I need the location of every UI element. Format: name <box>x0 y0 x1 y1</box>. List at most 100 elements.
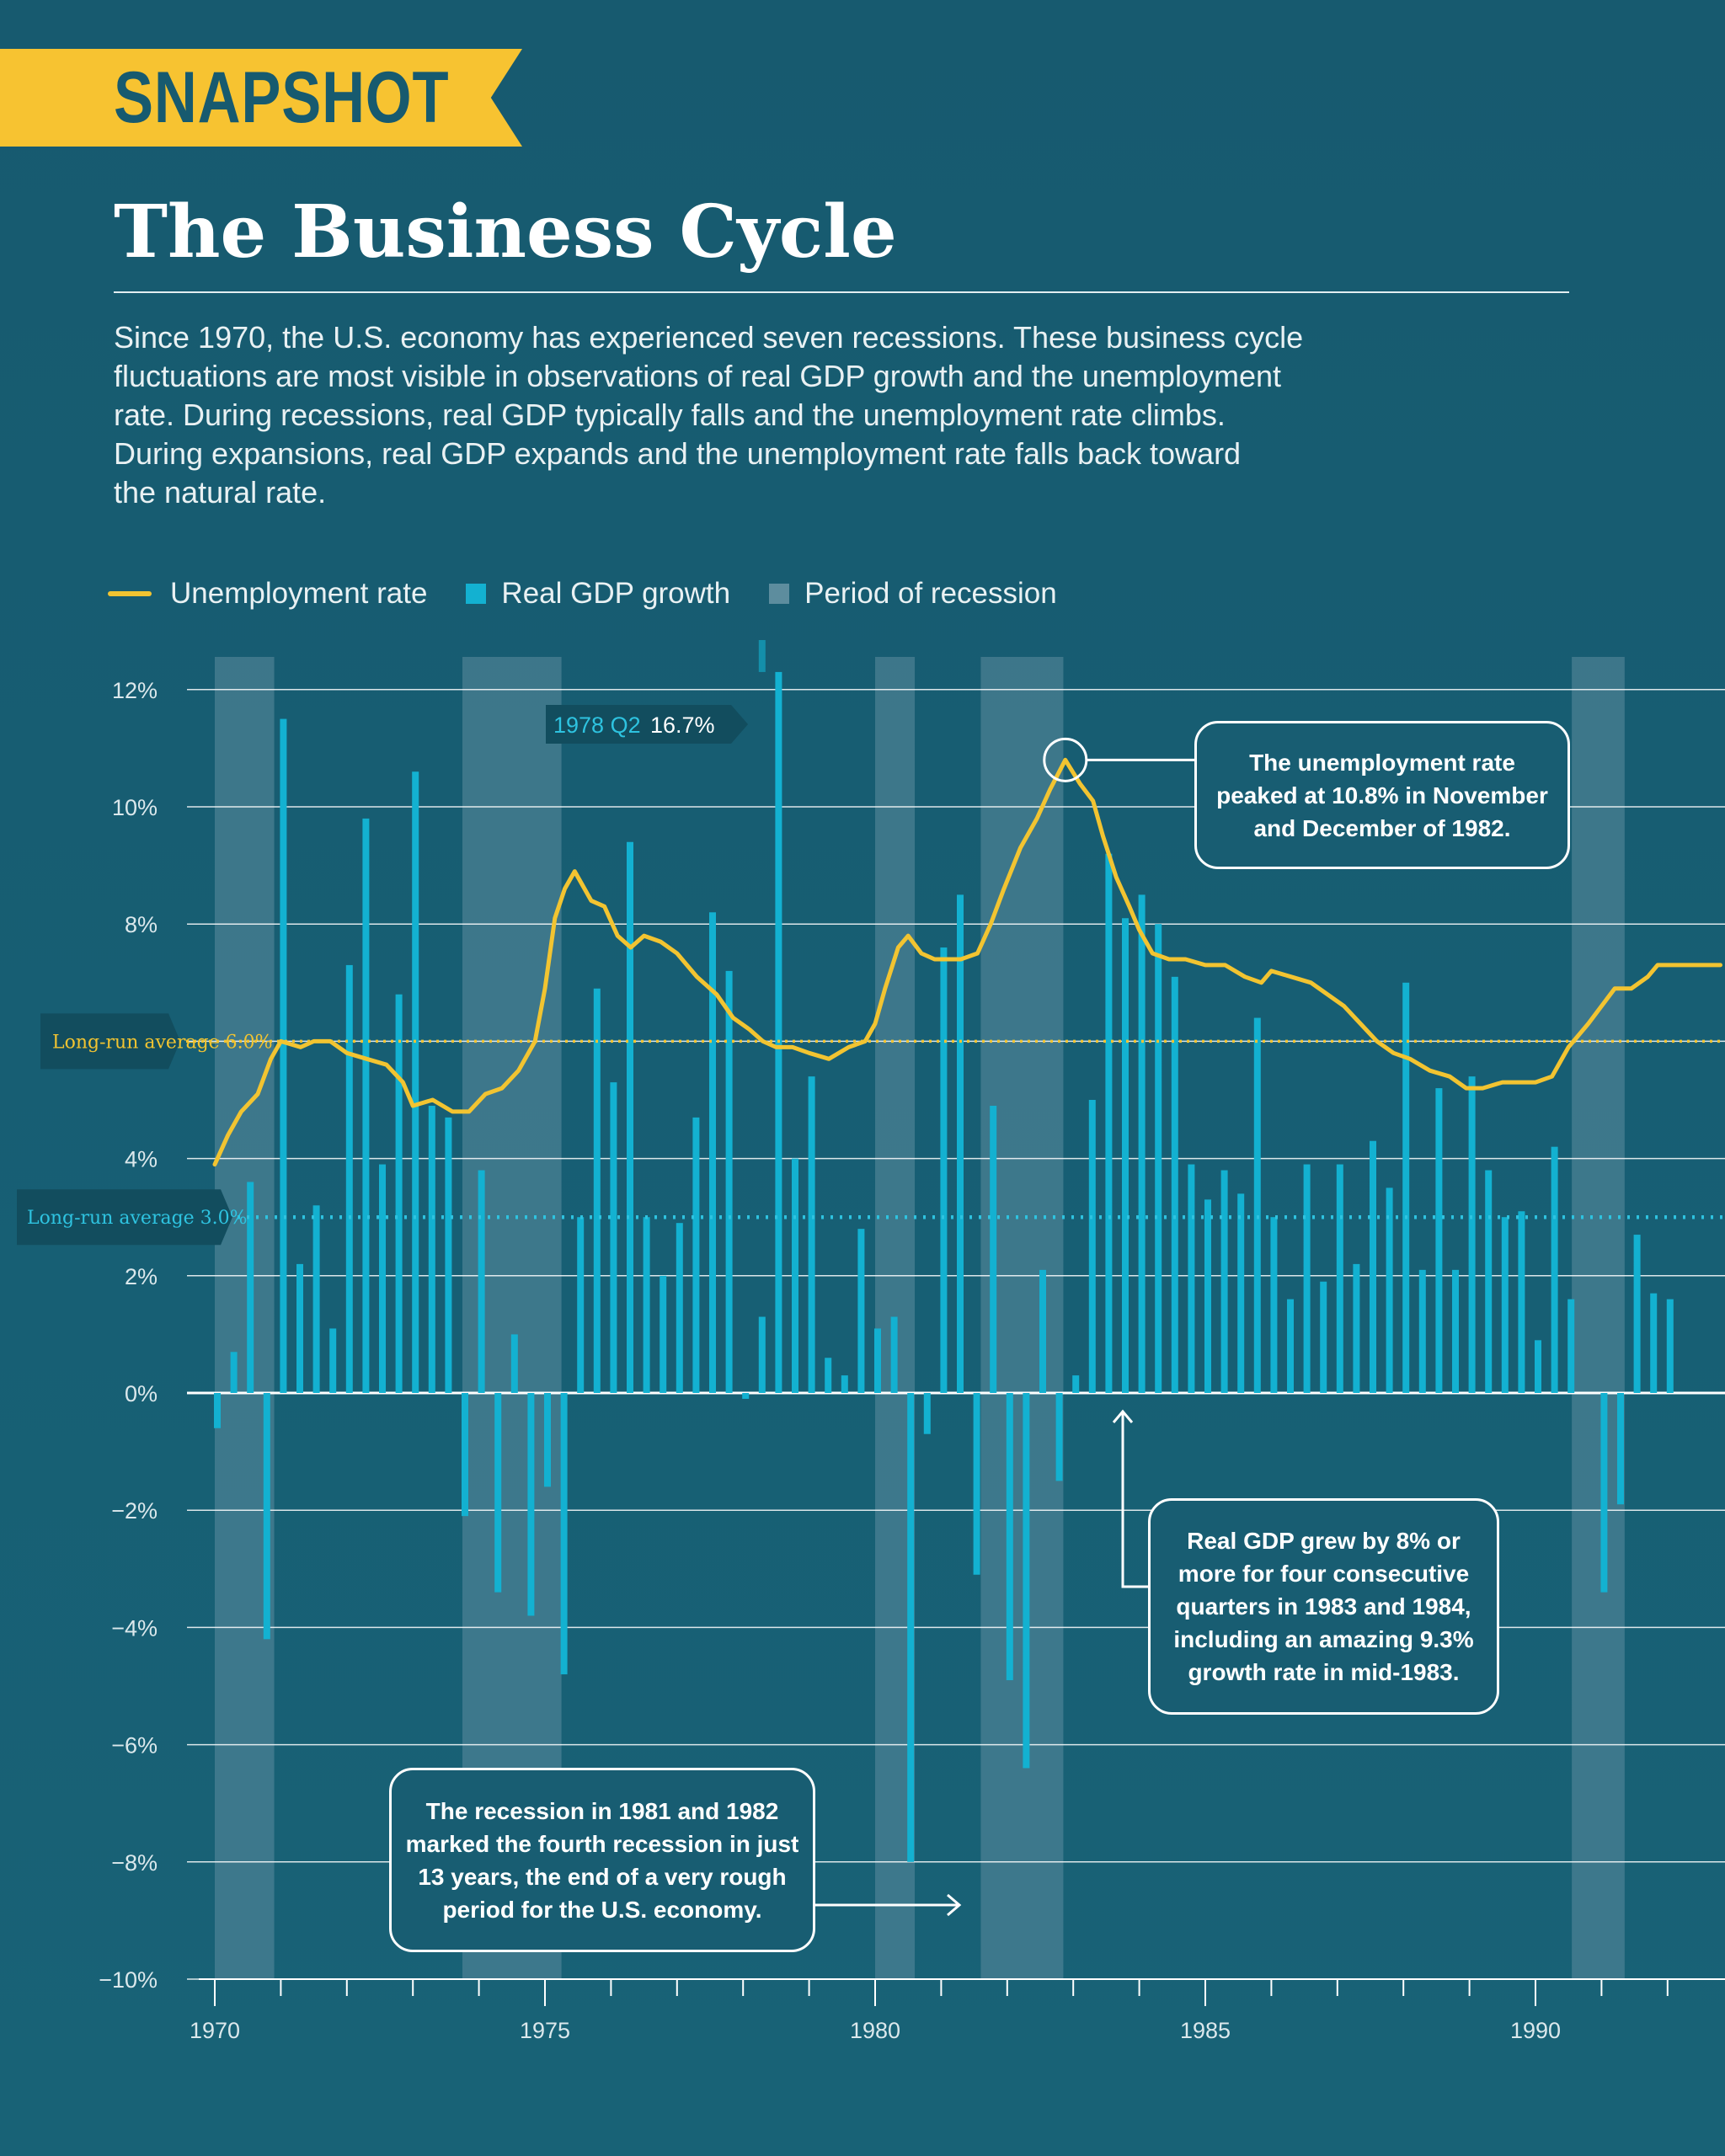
recession-callout-line: 13 years, the end of a very rough <box>418 1863 787 1890</box>
legend-recession: Period of recession <box>769 577 1057 611</box>
recession-callout-line: period for the U.S. economy. <box>442 1896 762 1923</box>
gdp-bar <box>709 912 716 1393</box>
snapshot-banner <box>0 49 522 147</box>
gdp-bar <box>1155 924 1162 1393</box>
gdp-bar <box>610 1082 617 1393</box>
intro-line: fluctuations are most visible in observa… <box>114 359 1282 393</box>
gdp-bar <box>362 818 370 1393</box>
gdp-bar <box>758 1316 766 1393</box>
avg-gdp-label: Long-run average 3.0% <box>27 1208 248 1229</box>
gdp-bar <box>973 1393 980 1575</box>
gdp-bar <box>412 771 419 1393</box>
avg-gdp-label-box <box>17 1189 232 1246</box>
x-axis: 1970 1975 1980 1985 1990 <box>190 1978 1725 2043</box>
gdp-bar <box>1270 1217 1278 1393</box>
gdp-bar <box>990 1105 997 1393</box>
gdp-bar <box>874 1328 881 1393</box>
recession-callout-line: The recession in 1981 and 1982 <box>425 1797 779 1824</box>
gdp-bar-overflow <box>758 640 766 672</box>
gdp-bar <box>1039 1269 1046 1393</box>
peak-gdp-period: 1978 Q2 <box>553 712 641 738</box>
legend-gdp: Real GDP growth <box>466 577 730 611</box>
gdp-bar <box>1485 1170 1493 1393</box>
peak-callout-line: and December of 1982. <box>1253 814 1511 841</box>
growth-callout-line: growth rate in mid-1983. <box>1188 1659 1460 1685</box>
gdp-bar <box>345 964 353 1393</box>
gdp-bar <box>1336 1164 1343 1393</box>
intro-line: the natural rate. <box>114 475 327 510</box>
gdp-bar <box>1666 1299 1674 1393</box>
gdp-bar <box>890 1316 898 1393</box>
growth-callout-line: Real GDP grew by 8% or <box>1187 1528 1461 1554</box>
gdp-bar <box>1468 1076 1476 1393</box>
gdp-bar <box>1551 1146 1558 1393</box>
gdp-bar <box>247 1182 254 1393</box>
intro-line: Since 1970, the U.S. economy has experie… <box>114 320 1304 355</box>
gdp-bar <box>527 1393 535 1616</box>
gdp-bar <box>560 1393 568 1675</box>
x-tick-label: 1980 <box>850 2018 900 2043</box>
peak-gdp-flag <box>546 705 748 744</box>
gdp-bar <box>660 1275 667 1393</box>
legend-line-swatch <box>108 591 152 596</box>
intro-paragraph: Since 1970, the U.S. economy has experie… <box>114 318 1495 512</box>
gdp-bar <box>577 1217 585 1393</box>
peak-callout-line: The unemployment rate <box>1249 749 1515 776</box>
gdp-bar <box>1171 976 1178 1393</box>
gdp-bar <box>692 1117 700 1393</box>
y-tick-label: −4% <box>111 1615 158 1641</box>
gdp-bar <box>329 1328 337 1393</box>
average-lines: Long-run average 6.0% Long-run average 3.… <box>17 1013 1725 1246</box>
gdp-bar <box>593 988 601 1393</box>
gdp-bar <box>792 1158 798 1393</box>
gdp-bar <box>940 947 948 1393</box>
gdp-bar <box>1567 1299 1575 1393</box>
gdp-bar <box>775 671 782 1393</box>
y-tick-label: −6% <box>111 1733 158 1758</box>
gdp-bar <box>1253 1017 1261 1393</box>
gdp-bar <box>957 894 964 1393</box>
gdp-bar <box>1435 1088 1443 1393</box>
intro-line: During expansions, real GDP expands and … <box>114 436 1242 471</box>
gdp-bar <box>214 1393 221 1428</box>
gdp-bar <box>445 1117 452 1393</box>
gdp-bar <box>1617 1393 1624 1505</box>
gdp-bar <box>1204 1199 1211 1393</box>
gdp-bar <box>494 1393 502 1593</box>
page-title: The Business Cycle <box>114 189 897 275</box>
peak-gdp-value: 16.7% <box>650 712 715 738</box>
title-divider <box>114 291 1569 293</box>
recession-callout: The recession in 1981 and 1982 marked th… <box>389 1768 815 1952</box>
gdp-bar <box>742 1393 750 1399</box>
gdp-bar <box>676 1223 683 1393</box>
x-tick-label: 1985 <box>1180 2018 1231 2043</box>
legend-unemployment-label: Unemployment rate <box>170 577 428 610</box>
peak-callout-line: peaked at 10.8% in November <box>1216 782 1548 808</box>
gdp-bar <box>280 718 287 1393</box>
growth-callout-line: including an amazing 9.3% <box>1173 1626 1474 1652</box>
gdp-bar <box>1287 1299 1294 1393</box>
y-tick-label: −10% <box>99 1967 158 1993</box>
gdp-bar <box>1303 1164 1311 1393</box>
gdp-bar <box>1237 1193 1245 1393</box>
gdp-bar <box>923 1393 931 1434</box>
gdp-bar <box>1535 1340 1541 1393</box>
x-tick-label: 1975 <box>520 2018 570 2043</box>
intro-line: rate. During recessions, real GDP typica… <box>114 398 1226 432</box>
gdp-bar <box>1055 1393 1063 1481</box>
gdp-bar <box>1370 1140 1376 1393</box>
gdp-bar <box>725 970 733 1393</box>
recession-arrowhead <box>947 1893 962 1917</box>
gdp-bar <box>1088 1100 1096 1393</box>
y-tick-label: 4% <box>125 1147 158 1172</box>
recession-band <box>215 657 275 1979</box>
recession-band <box>1572 657 1625 1979</box>
gdp-bar <box>857 1229 865 1393</box>
y-tick-label: 10% <box>112 795 158 820</box>
y-tick-label: −2% <box>111 1498 158 1524</box>
gdp-bar <box>428 1105 435 1393</box>
gdp-bar <box>1386 1187 1393 1393</box>
growth-callout-line: quarters in 1983 and 1984, <box>1176 1593 1471 1620</box>
